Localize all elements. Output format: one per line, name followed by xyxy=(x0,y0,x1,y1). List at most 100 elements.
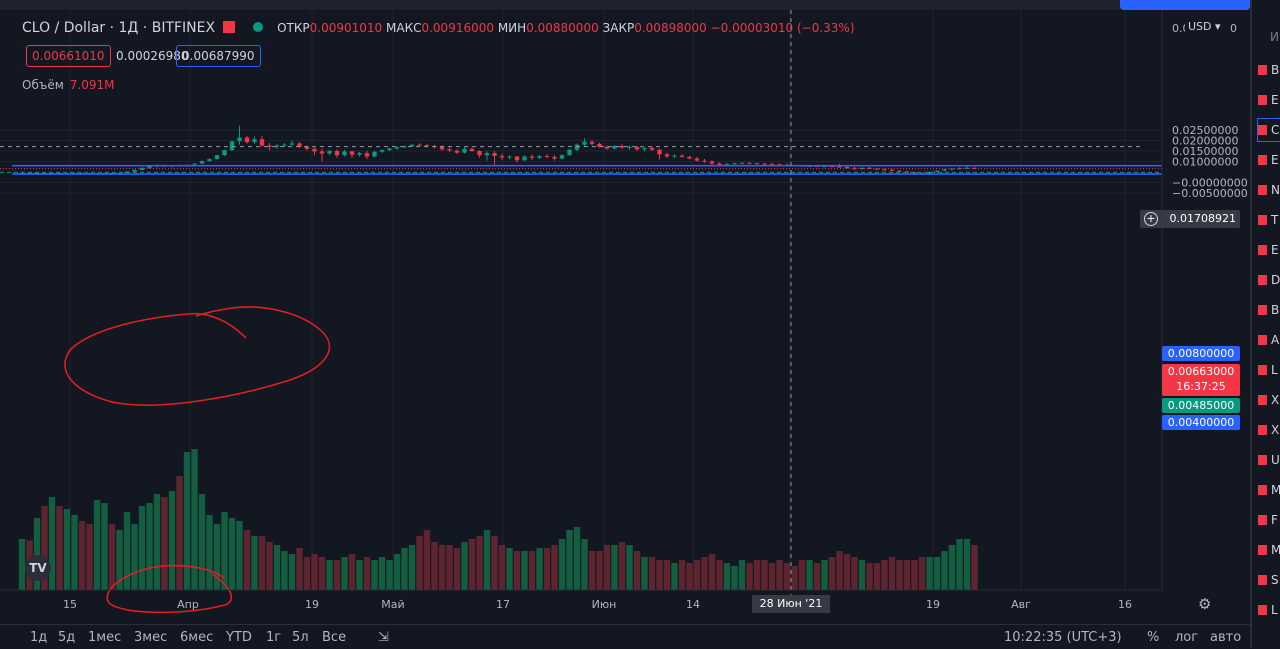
watchlist-item[interactable]: M xyxy=(1258,543,1280,557)
tradingview-logo[interactable]: TV xyxy=(25,555,51,581)
range-ytd[interactable]: YTD xyxy=(226,630,252,645)
range-1y[interactable]: 1г xyxy=(266,630,282,645)
candle-body xyxy=(417,144,422,146)
watchlist-item[interactable]: A xyxy=(1258,333,1279,347)
volume-bar xyxy=(783,563,791,590)
range-3m[interactable]: 3мес xyxy=(134,630,168,645)
high-key: МАКС xyxy=(386,21,422,35)
percent-toggle[interactable]: % xyxy=(1147,630,1160,645)
candle xyxy=(627,145,632,150)
watchlist-item[interactable]: M xyxy=(1258,483,1280,497)
volume-bar xyxy=(686,563,693,590)
auto-toggle[interactable]: авто xyxy=(1210,630,1242,645)
flag-icon xyxy=(1258,185,1267,195)
watchlist-item[interactable]: X xyxy=(1258,393,1279,407)
volume-legend[interactable]: Объём 7.091M xyxy=(22,78,114,92)
volume-bar xyxy=(423,530,431,590)
candle xyxy=(612,145,617,150)
bar-close-timer: 16:37:25 xyxy=(1176,380,1226,393)
volume-bar xyxy=(266,542,273,590)
candle-body xyxy=(664,154,670,157)
candle-body xyxy=(469,148,475,151)
volume-bar xyxy=(333,560,341,590)
volume-bar xyxy=(648,557,656,590)
candle-body xyxy=(934,170,940,172)
volume-bar xyxy=(798,560,806,590)
volume-bar xyxy=(438,545,446,590)
candle xyxy=(447,147,452,152)
watchlist-item[interactable]: X xyxy=(1258,423,1279,437)
candle-body xyxy=(192,163,197,165)
range-all[interactable]: Все xyxy=(322,630,347,645)
candle-body xyxy=(244,137,250,143)
volume-bar xyxy=(386,560,393,590)
candle-body xyxy=(604,146,610,149)
watchlist-item[interactable]: T xyxy=(1258,213,1278,227)
candle-body xyxy=(687,156,692,159)
symbol-title[interactable]: CLO / Dollar · 1Д · BITFINEX xyxy=(22,20,216,36)
volume-bar xyxy=(761,560,768,590)
flag-icon xyxy=(1258,365,1267,375)
clock[interactable]: 10:22:35 (UTC+3) xyxy=(1004,630,1122,645)
volume-bar xyxy=(768,563,776,590)
flag-icon xyxy=(1258,605,1267,615)
candle xyxy=(634,145,640,151)
price-tick-label: −0.00500000 xyxy=(1172,187,1248,200)
green-level-label: 0.00485000 xyxy=(1162,398,1240,413)
candle xyxy=(649,146,655,151)
flag-icon[interactable] xyxy=(223,21,236,33)
range-1d[interactable]: 1д xyxy=(30,630,48,645)
range-1m[interactable]: 1мес xyxy=(88,630,122,645)
watchlist-item[interactable]: N xyxy=(1258,183,1280,197)
candle xyxy=(942,169,947,172)
range-5d[interactable]: 5д xyxy=(58,630,76,645)
buy-price-box[interactable]: 0.00687990 xyxy=(176,45,261,67)
watchlist-item[interactable]: B xyxy=(1258,63,1279,77)
range-5y[interactable]: 5л xyxy=(292,630,309,645)
watchlist-item[interactable]: S xyxy=(1258,573,1279,587)
watchlist-item[interactable]: L xyxy=(1258,603,1278,617)
crosshair-price-label[interactable]: +0.01708921 xyxy=(1140,210,1240,228)
candle xyxy=(589,140,595,146)
range-6m[interactable]: 6мес xyxy=(180,630,214,645)
watchlist-item[interactable]: L xyxy=(1258,363,1278,377)
currency-selector[interactable]: USD ▾ xyxy=(1185,20,1224,33)
volume-bar xyxy=(873,563,881,590)
watchlist-item[interactable]: E xyxy=(1258,93,1279,107)
time-tick-label: 15 xyxy=(63,598,77,611)
watchlist-item[interactable]: F xyxy=(1258,513,1278,527)
volume-bar xyxy=(716,560,723,590)
sell-price-box[interactable]: 0.00661010 xyxy=(26,45,111,67)
time-tick-label: 19 xyxy=(926,598,940,611)
watchlist-item[interactable]: B xyxy=(1258,303,1279,317)
time-tick-label: 19 xyxy=(305,598,319,611)
watchlist-item[interactable]: C xyxy=(1258,123,1279,137)
volume-bar xyxy=(903,560,911,590)
volume-bar xyxy=(513,551,521,590)
publish-button[interactable] xyxy=(1120,0,1250,10)
candle-body xyxy=(552,156,557,159)
candle-body xyxy=(274,145,280,147)
candle-body xyxy=(559,155,565,159)
volume-bar xyxy=(326,560,333,590)
candle xyxy=(567,148,572,156)
candle xyxy=(657,148,662,160)
chart-canvas[interactable]: 0.025000000.020000000.015000000.01000000… xyxy=(0,0,1250,624)
volume-bar xyxy=(821,560,828,590)
watchlist-item[interactable]: D xyxy=(1258,273,1280,287)
candle xyxy=(267,143,272,151)
watchlist-item[interactable]: E xyxy=(1258,243,1279,257)
volume-bar xyxy=(371,560,378,590)
volume-bar xyxy=(303,557,311,590)
candle-body xyxy=(897,170,902,172)
watchlist-item[interactable]: U xyxy=(1258,453,1280,467)
candle-body xyxy=(769,163,775,165)
candle-body xyxy=(597,143,602,147)
gear-icon[interactable]: ⚙ xyxy=(1198,595,1212,613)
log-toggle[interactable]: лог xyxy=(1175,630,1199,645)
open-key: ОТКР xyxy=(277,21,310,35)
volume-bar xyxy=(506,548,513,590)
watchlist-item[interactable]: E xyxy=(1258,153,1279,167)
candle-body xyxy=(409,144,415,147)
date-range-icon[interactable]: ⇲ xyxy=(378,630,389,645)
